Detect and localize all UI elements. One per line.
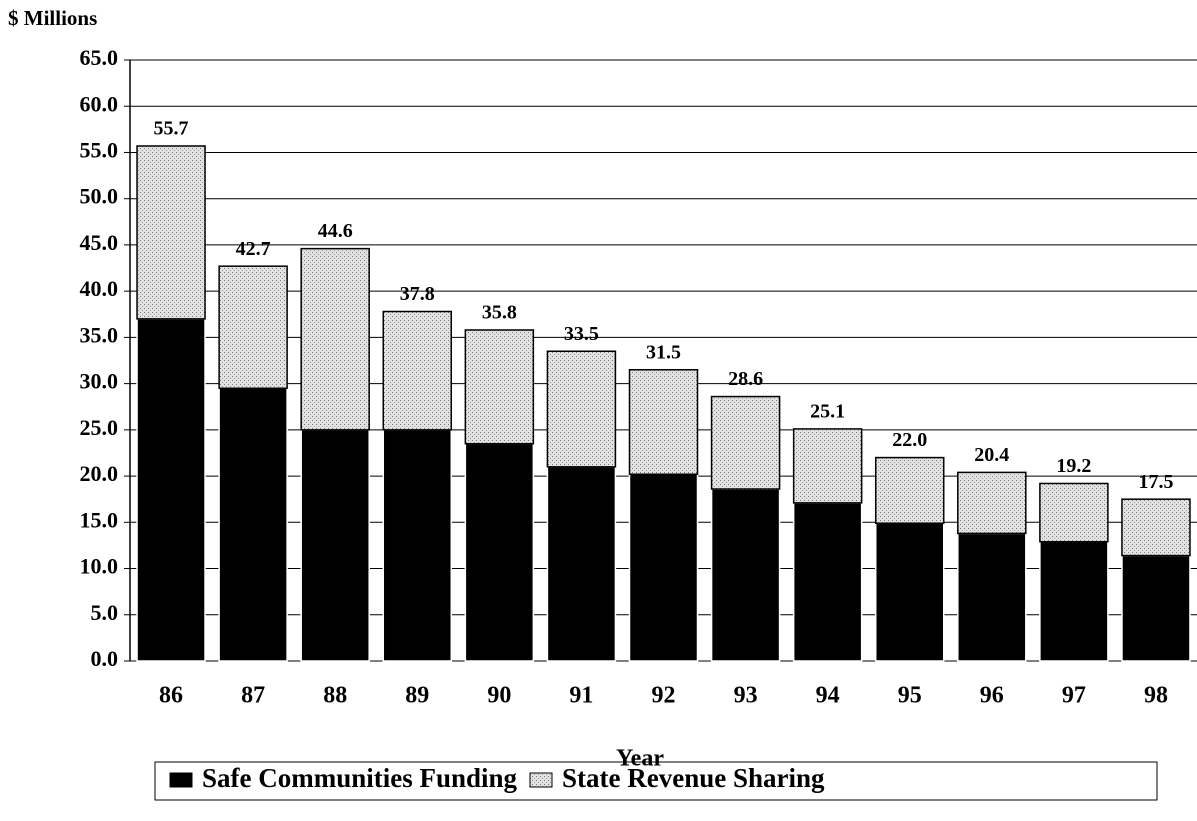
legend-swatch — [169, 772, 193, 788]
bar-segment — [136, 145, 206, 320]
x-tick-label: 98 — [1144, 683, 1168, 709]
bar-segment — [957, 471, 1027, 535]
bar-segment — [628, 473, 699, 662]
bar-segment — [792, 428, 863, 504]
x-tick-label: 86 — [159, 683, 183, 709]
bar-segment — [1039, 540, 1109, 662]
total-label: 35.8 — [482, 302, 517, 324]
total-label: 19.2 — [1056, 455, 1091, 477]
bar-segment — [382, 310, 453, 431]
x-tick-label: 95 — [898, 683, 922, 709]
bar-segment — [1039, 482, 1109, 543]
y-tick-label: 15.0 — [80, 507, 119, 532]
total-label: 31.5 — [646, 341, 681, 363]
y-tick-label: 50.0 — [80, 184, 119, 209]
bar-segment — [874, 522, 945, 662]
bar-segment — [710, 488, 781, 662]
y-tick-label: 0.0 — [91, 646, 119, 671]
bar-segment — [218, 265, 288, 389]
bar-segment — [218, 387, 288, 662]
total-label: 22.0 — [892, 429, 927, 451]
bar-segment — [1121, 554, 1191, 662]
x-tick-label: 87 — [241, 683, 265, 709]
y-tick-label: 20.0 — [80, 461, 119, 486]
bar-segment — [300, 247, 370, 431]
y-tick-label: 5.0 — [91, 600, 119, 625]
x-tick-label: 94 — [816, 683, 840, 709]
x-tick-label: 90 — [487, 683, 511, 709]
legend-swatch — [529, 772, 553, 788]
bar-segment — [792, 502, 863, 662]
bar-segment — [628, 368, 699, 475]
y-tick-label: 40.0 — [80, 276, 119, 301]
y-axis-title: $ Millions — [8, 6, 97, 30]
bar-segment — [874, 456, 945, 524]
bar-segment — [546, 350, 617, 468]
y-tick-label: 30.0 — [80, 369, 119, 394]
y-tick-label: 35.0 — [80, 322, 119, 347]
bar-segment — [1121, 498, 1191, 557]
legend-box — [154, 761, 1158, 801]
y-tick-label: 45.0 — [80, 230, 119, 255]
y-tick-label: 25.0 — [80, 415, 119, 440]
total-label: 25.1 — [810, 401, 845, 423]
legend-label: Safe Communities Funding — [202, 763, 518, 793]
bar-segment — [464, 329, 535, 445]
bar-segment — [546, 466, 617, 662]
total-label: 37.8 — [400, 283, 435, 305]
total-label: 17.5 — [1138, 471, 1173, 493]
x-axis-title: Year — [616, 746, 664, 772]
bar-segment — [464, 442, 535, 662]
x-tick-label: 88 — [323, 683, 347, 709]
x-tick-label: 97 — [1062, 683, 1086, 709]
total-label: 44.6 — [318, 220, 353, 242]
total-label: 33.5 — [564, 323, 599, 345]
legend-label: State Revenue Sharing — [562, 763, 825, 793]
total-label: 28.6 — [728, 368, 763, 390]
x-tick-label: 96 — [980, 683, 1004, 709]
y-tick-label: 60.0 — [80, 91, 119, 116]
y-tick-label: 65.0 — [80, 45, 119, 70]
bar-segment — [136, 318, 206, 662]
bar-segment — [300, 429, 370, 662]
total-label: 20.4 — [974, 444, 1009, 466]
x-tick-label: 93 — [734, 683, 758, 709]
x-tick-label: 91 — [569, 683, 593, 709]
x-tick-label: 92 — [652, 683, 676, 709]
x-tick-label: 89 — [405, 683, 429, 709]
total-label: 42.7 — [236, 238, 271, 260]
bar-segment — [382, 429, 453, 662]
y-tick-label: 55.0 — [80, 138, 119, 163]
total-label: 55.7 — [154, 118, 189, 140]
bar-segment — [957, 532, 1027, 662]
bar-segment — [710, 395, 781, 490]
y-tick-label: 10.0 — [80, 554, 119, 579]
